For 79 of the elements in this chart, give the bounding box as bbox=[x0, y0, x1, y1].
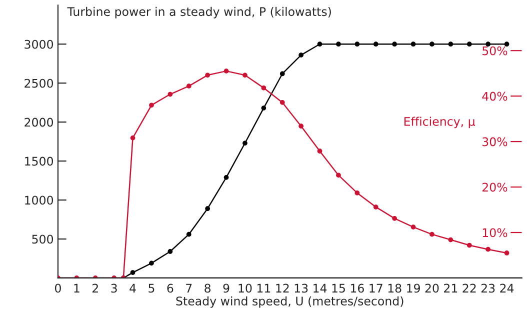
point bbox=[410, 224, 416, 230]
y2-axis-title: Efficiency, μ bbox=[404, 116, 476, 128]
point bbox=[317, 148, 322, 154]
point bbox=[280, 71, 285, 76]
point bbox=[448, 237, 454, 242]
point bbox=[168, 249, 173, 254]
point bbox=[186, 84, 192, 89]
point bbox=[373, 42, 378, 47]
point bbox=[354, 190, 360, 196]
y-tick-label: 1000 bbox=[25, 196, 54, 205]
x-tick-label: 10 bbox=[238, 284, 252, 293]
x-tick-label: 1 bbox=[74, 284, 80, 293]
point bbox=[242, 72, 248, 78]
x-tick-label: 8 bbox=[204, 284, 211, 293]
y2-tick-label: 50% bbox=[482, 46, 508, 56]
y-tick-label: 2000 bbox=[24, 118, 54, 127]
x-tick-label: 14 bbox=[314, 284, 327, 293]
point bbox=[430, 232, 434, 237]
point bbox=[130, 270, 136, 275]
x-tick-label: 9 bbox=[223, 284, 230, 293]
point bbox=[280, 100, 285, 105]
point bbox=[336, 42, 341, 47]
point bbox=[392, 42, 397, 47]
point bbox=[298, 124, 304, 129]
x-tick-label: 18 bbox=[388, 284, 402, 293]
y-tick-label: 2500 bbox=[24, 78, 54, 88]
point bbox=[242, 140, 248, 146]
point bbox=[504, 250, 510, 256]
point bbox=[354, 42, 360, 47]
x-tick-label: 21 bbox=[444, 284, 458, 293]
x-tick-label: 7 bbox=[186, 284, 192, 293]
point bbox=[261, 106, 266, 110]
point bbox=[149, 102, 154, 108]
point bbox=[373, 204, 378, 210]
point bbox=[448, 42, 454, 47]
point bbox=[486, 246, 490, 252]
x-tick-label: 0 bbox=[54, 284, 61, 293]
x-tick-label: 22 bbox=[462, 284, 476, 293]
point bbox=[205, 72, 210, 78]
point bbox=[224, 68, 229, 74]
y-tick-label: 500 bbox=[32, 234, 54, 244]
x-tick-label: 2 bbox=[92, 284, 98, 293]
x-tick-label: 15 bbox=[332, 284, 345, 293]
y2-tick-label: 30% bbox=[482, 137, 508, 146]
x-tick-label: 23 bbox=[481, 284, 495, 293]
point bbox=[430, 42, 434, 47]
point bbox=[466, 42, 472, 47]
x-tick-label: 24 bbox=[500, 284, 514, 293]
point bbox=[410, 42, 416, 47]
y-tick-label: 3000 bbox=[24, 40, 54, 49]
y2-tick-label: 20% bbox=[482, 182, 508, 192]
x-tick-label: 6 bbox=[167, 284, 174, 293]
point bbox=[205, 206, 210, 212]
y2-tick-label: 40% bbox=[482, 92, 508, 101]
point bbox=[130, 135, 136, 140]
point bbox=[298, 52, 304, 58]
point bbox=[261, 85, 266, 90]
point bbox=[317, 42, 322, 47]
x-tick-label: 5 bbox=[148, 284, 154, 293]
x-tick-label: 3 bbox=[111, 284, 117, 293]
x-tick-label: 13 bbox=[294, 284, 308, 293]
point bbox=[466, 242, 472, 248]
x-tick-label: 12 bbox=[276, 284, 289, 293]
x-tick-label: 16 bbox=[350, 284, 364, 293]
y-tick-label: 1500 bbox=[25, 156, 54, 166]
point bbox=[149, 260, 154, 266]
x-tick-label: 11 bbox=[257, 284, 270, 293]
chart-title: Turbine power in a steady wind, P (kilowatts) bbox=[67, 6, 331, 18]
point bbox=[392, 216, 397, 221]
x-tick-label: 4 bbox=[130, 284, 136, 293]
point bbox=[336, 172, 341, 178]
y2-tick-label: 10% bbox=[482, 228, 508, 238]
point bbox=[168, 92, 173, 97]
x-axis-title: Steady wind speed, U (metres/second) bbox=[176, 296, 404, 308]
x-tick-label: 20 bbox=[425, 284, 439, 293]
x-tick-label: 17 bbox=[370, 284, 382, 293]
point bbox=[224, 174, 229, 180]
point bbox=[186, 232, 192, 237]
x-tick-label: 19 bbox=[407, 284, 420, 293]
